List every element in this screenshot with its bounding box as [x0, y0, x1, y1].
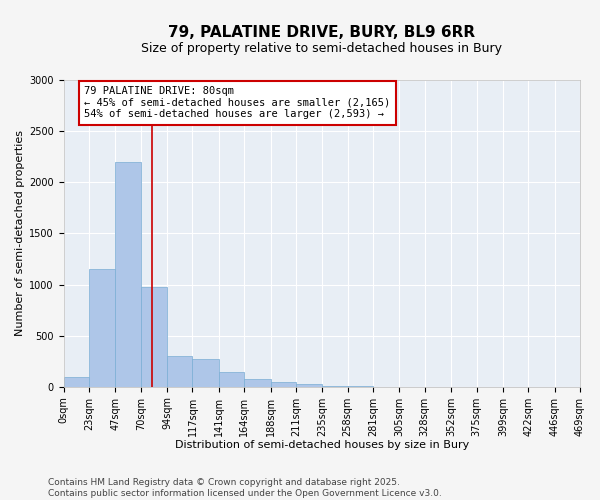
Text: 79 PALATINE DRIVE: 80sqm
← 45% of semi-detached houses are smaller (2,165)
54% o: 79 PALATINE DRIVE: 80sqm ← 45% of semi-d…: [84, 86, 391, 120]
Text: Contains HM Land Registry data © Crown copyright and database right 2025.
Contai: Contains HM Land Registry data © Crown c…: [48, 478, 442, 498]
X-axis label: Distribution of semi-detached houses by size in Bury: Distribution of semi-detached houses by …: [175, 440, 469, 450]
Bar: [193, 359, 219, 386]
Bar: [167, 356, 193, 386]
Bar: [141, 286, 167, 386]
Bar: [64, 376, 89, 386]
Bar: [115, 162, 141, 386]
Title: Size of property relative to semi-detached houses in Bury: Size of property relative to semi-detach…: [142, 42, 502, 56]
Bar: [89, 269, 115, 386]
Y-axis label: Number of semi-detached properties: Number of semi-detached properties: [15, 130, 25, 336]
Bar: [271, 382, 296, 386]
Text: 79, PALATINE DRIVE, BURY, BL9 6RR: 79, PALATINE DRIVE, BURY, BL9 6RR: [168, 25, 475, 40]
Bar: [296, 384, 322, 386]
Bar: [244, 378, 271, 386]
Bar: [219, 372, 244, 386]
